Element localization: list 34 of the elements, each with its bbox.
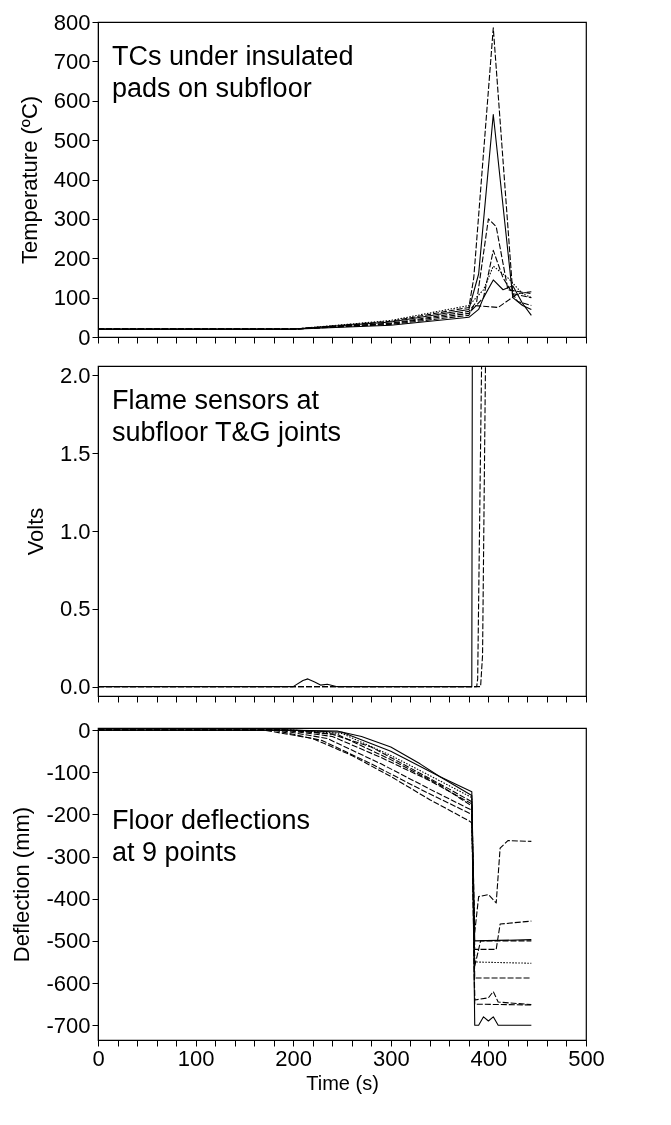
y-tick-label: 500 xyxy=(53,127,91,153)
y-tick-label: 1.0 xyxy=(59,518,91,544)
y-tick-label: 700 xyxy=(53,48,91,74)
y-tick-label: 0.0 xyxy=(59,674,91,700)
x-tick-label: 500 xyxy=(568,1045,605,1071)
y-tick-label: -700 xyxy=(46,1012,91,1038)
y-axis-title: Temperature (ºC) xyxy=(16,95,42,265)
y-tick-label: 100 xyxy=(53,285,91,311)
y-tick-label: 800 xyxy=(53,9,91,35)
y-tick-label: 0 xyxy=(78,717,91,743)
y-tick-label: 0 xyxy=(78,324,91,350)
y-tick-label: 1.5 xyxy=(59,440,91,466)
x-tick-label: 100 xyxy=(177,1045,215,1071)
y-tick-label: 200 xyxy=(53,245,91,271)
y-tick-label: -200 xyxy=(46,801,91,827)
y-tick-label: 300 xyxy=(53,206,91,232)
x-tick-label: 200 xyxy=(275,1045,313,1071)
y-tick-label: 400 xyxy=(53,167,91,192)
y-tick-label: -600 xyxy=(46,970,91,996)
y-tick-label: 0.5 xyxy=(59,596,91,622)
y-tick-label: -400 xyxy=(46,886,91,912)
annotation: TCs under insulated pads on subfloor xyxy=(112,41,354,103)
x-tick-label: 400 xyxy=(470,1045,508,1071)
y-axis-title: Deflection (mm) xyxy=(9,806,35,963)
annotation: Floor deflections at 9 points xyxy=(112,805,311,867)
y-tick-label: 600 xyxy=(53,88,91,114)
x-axis-title: Time (s) xyxy=(306,1071,379,1094)
y-axis-title: Volts xyxy=(22,507,48,556)
annotation: Flame sensors at subfloor T&G joints xyxy=(112,385,342,447)
y-tick-label: -100 xyxy=(46,759,91,785)
x-tick-label: 300 xyxy=(372,1045,410,1071)
y-tick-label: -300 xyxy=(46,844,91,870)
y-tick-label: 2.0 xyxy=(59,362,91,388)
y-tick-label: -500 xyxy=(46,928,91,954)
